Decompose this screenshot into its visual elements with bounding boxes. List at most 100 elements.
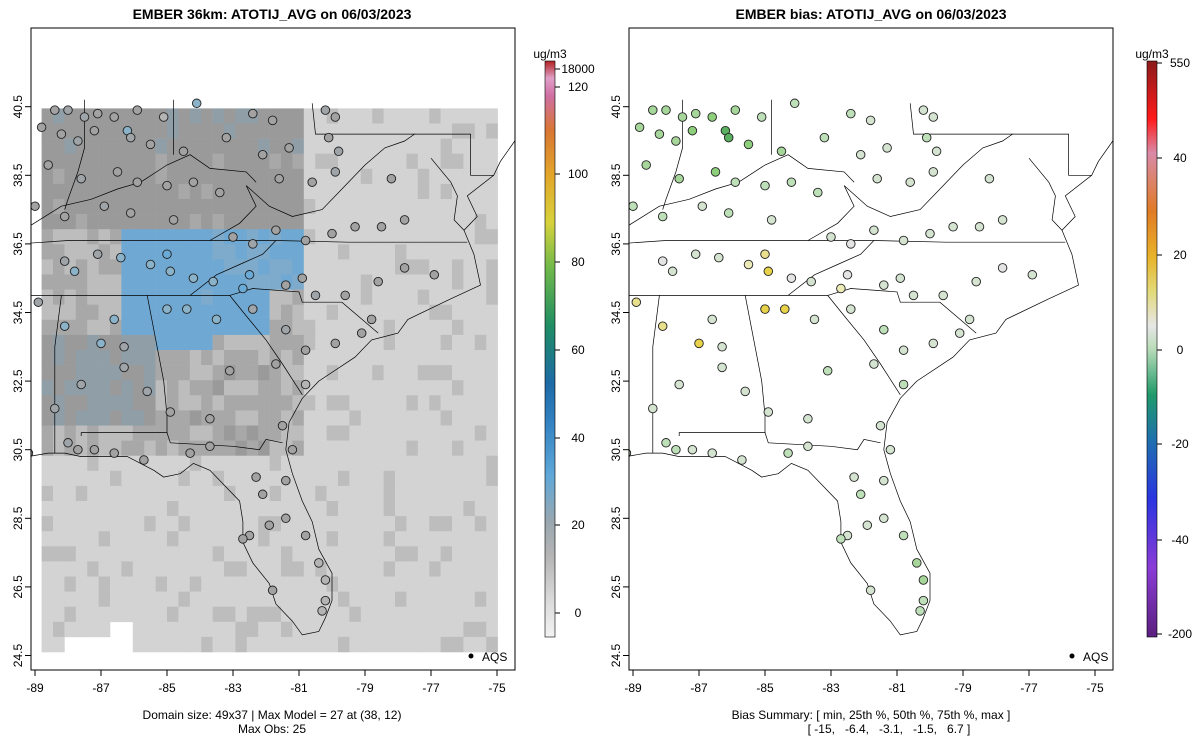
grid-cell <box>486 516 498 532</box>
grid-cell <box>110 304 122 321</box>
grid-cell <box>189 123 202 139</box>
grid-cell <box>486 546 498 562</box>
grid-cell <box>349 485 362 502</box>
grid-cell <box>383 274 396 290</box>
colorbar-tick-label: 60 <box>571 343 585 357</box>
grid-cell <box>486 576 498 592</box>
grid-cell <box>292 425 305 441</box>
grid-cell <box>201 531 213 547</box>
grid-cell <box>155 199 168 215</box>
aqs-legend-dot-bias <box>1069 653 1075 659</box>
grid-cell <box>486 410 498 426</box>
grid-cell <box>41 576 54 592</box>
grid-cell <box>326 606 339 623</box>
grid-cell <box>132 259 145 275</box>
model-map-frame <box>30 27 516 671</box>
grid-cell <box>383 365 396 381</box>
model-station-markers <box>31 98 440 616</box>
grid-cell <box>98 606 111 623</box>
grid-cell <box>110 289 122 305</box>
grid-cell <box>417 123 430 139</box>
grid-cell <box>98 214 111 230</box>
grid-cell <box>121 244 134 260</box>
station-marker <box>386 173 397 184</box>
grid-cell <box>303 153 316 170</box>
station-marker <box>429 270 440 280</box>
grid-cell <box>406 516 419 532</box>
station-marker <box>224 366 235 376</box>
grid-cell <box>349 636 362 653</box>
station-marker <box>284 143 294 153</box>
station-marker <box>330 112 341 122</box>
station-marker <box>31 201 40 211</box>
grid-cell <box>224 470 236 487</box>
grid-cell <box>474 244 487 260</box>
grid-cell <box>246 168 259 185</box>
grid-cell <box>258 138 270 154</box>
grid-cell <box>315 304 327 321</box>
grid-cell <box>372 350 384 366</box>
grid-cell <box>235 108 248 124</box>
grid-cell <box>474 455 487 472</box>
grid-cell <box>189 425 202 441</box>
grid-cell <box>281 380 293 396</box>
bias-station-marker <box>872 173 882 184</box>
grid-cell <box>303 304 316 321</box>
grid-cell <box>110 606 122 623</box>
grid-cell <box>429 546 441 562</box>
grid-cell <box>383 636 396 653</box>
bias-station-marker <box>908 290 919 301</box>
grid-cell <box>53 319 65 336</box>
y-tick-label: 38.5 <box>609 163 623 187</box>
grid-cell <box>201 199 213 215</box>
grid-cell <box>406 501 419 517</box>
grid-cell <box>41 470 54 487</box>
grid-cell <box>292 561 305 577</box>
grid-cell <box>452 621 464 638</box>
grid-cell <box>144 274 156 290</box>
grid-cell <box>338 244 350 260</box>
grid-cell <box>372 214 384 230</box>
grid-cell <box>440 199 453 215</box>
grid-cell <box>338 591 350 607</box>
right-map-title: EMBER bias: ATOTIJ_AVG on 06/03/2023 <box>735 6 1006 22</box>
grid-cell <box>155 214 168 230</box>
grid-cell <box>349 244 362 260</box>
grid-cell <box>178 214 191 230</box>
station-marker <box>248 239 258 249</box>
grid-cell <box>395 621 407 638</box>
bias-station-marker <box>657 321 668 331</box>
grid-cell <box>246 365 259 381</box>
grid-cell <box>87 108 99 124</box>
grid-cell <box>281 259 293 275</box>
station-marker <box>228 232 238 242</box>
grid-cell <box>429 455 441 472</box>
grid-cell <box>452 531 464 547</box>
grid-cell <box>189 259 202 275</box>
grid-cell <box>452 380 464 396</box>
grid-cell <box>338 501 350 517</box>
grid-cell <box>338 621 350 638</box>
grid-cell <box>41 395 54 411</box>
grid-cell <box>281 410 293 426</box>
station-marker <box>132 177 143 187</box>
grid-cell <box>360 470 373 487</box>
bias-station-marker <box>714 252 724 263</box>
grid-cell <box>98 380 111 396</box>
grid-cell <box>315 108 327 124</box>
grid-cell <box>144 350 156 366</box>
grid-cell <box>452 395 464 411</box>
grid-cell <box>292 199 305 215</box>
grid-cell <box>235 425 248 441</box>
grid-cell <box>64 621 77 638</box>
boundary-line <box>1028 157 1063 231</box>
grid-cell <box>429 395 441 411</box>
grid-cell <box>224 168 236 185</box>
grid-cell <box>383 531 396 547</box>
grid-cell <box>269 455 282 472</box>
grid-cell <box>178 455 191 472</box>
grid-cell <box>417 183 430 200</box>
grid-cell <box>258 425 270 441</box>
grid-cell <box>372 546 384 562</box>
